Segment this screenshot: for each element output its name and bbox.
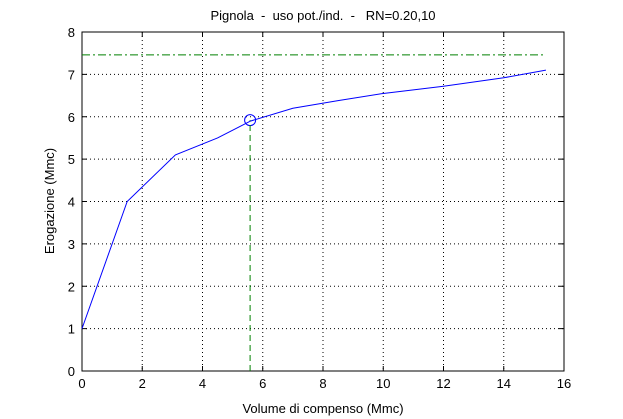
x-tick-label: 16 [557, 376, 571, 391]
y-tick-label: 2 [68, 279, 75, 294]
x-tick-label: 2 [139, 376, 146, 391]
x-tick-label: 8 [319, 376, 326, 391]
y-tick-label: 4 [68, 195, 75, 210]
x-axis-label: Volume di compenso (Mmc) [242, 401, 403, 416]
y-tick-label: 3 [68, 237, 75, 252]
y-axis-label: Erogazione (Mmc) [42, 148, 57, 254]
x-tick-label: 4 [199, 376, 206, 391]
x-tick-label: 0 [78, 376, 85, 391]
y-tick-label: 7 [68, 67, 75, 82]
y-tick-label: 1 [68, 322, 75, 337]
chart-title: Pignola - uso pot./ind. - RN=0.20,10 [210, 8, 435, 23]
series-line [81, 69, 547, 329]
y-tick-label: 6 [68, 110, 75, 125]
y-tick-label: 0 [68, 364, 75, 379]
x-tick-label: 14 [497, 376, 511, 391]
y-tick-label: 8 [68, 25, 75, 40]
y-tick-label: 5 [68, 152, 75, 167]
axes-frame [81, 31, 565, 372]
x-tick-label: 6 [259, 376, 266, 391]
x-tick-label: 12 [436, 376, 450, 391]
x-tick-label: 10 [376, 376, 390, 391]
